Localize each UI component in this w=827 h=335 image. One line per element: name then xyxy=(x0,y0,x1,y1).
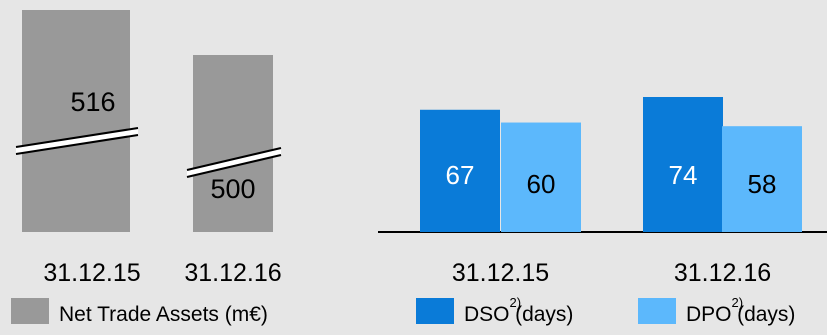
axis-break xyxy=(15,127,139,155)
axis-break-line-bottom xyxy=(15,134,139,155)
net-trade-assets-chart: 516 500 31.12.15 31.12.16 Net Trade Assets (… xyxy=(11,10,282,326)
legend-swatch-dso xyxy=(416,298,454,324)
x-tick-label: 31.12.15 xyxy=(43,259,140,287)
legend-label-dso: DSO2) (days) xyxy=(464,295,573,326)
legend-label-dpo: DPO2) (days) xyxy=(686,295,795,326)
dso-value-label: 74 xyxy=(669,160,698,190)
axis-break-line-bottom xyxy=(186,154,282,178)
x-tick-label: 31.12.16 xyxy=(184,259,281,287)
legend-swatch-dpo xyxy=(638,298,676,324)
axis-break-band xyxy=(16,128,138,154)
nta-value-label: 516 xyxy=(70,87,115,117)
x-tick-label: 31.12.15 xyxy=(452,259,549,287)
axis-break-band xyxy=(187,148,281,177)
axis-break xyxy=(186,147,282,178)
dso-value-label: 67 xyxy=(446,160,475,190)
x-tick-label: 31.12.16 xyxy=(674,259,771,287)
dpo-value-label: 58 xyxy=(748,169,777,199)
nta-value-label: 500 xyxy=(210,174,255,204)
legend-swatch-nta xyxy=(11,298,49,324)
dpo-bar xyxy=(722,126,802,232)
dso-bar xyxy=(420,109,500,232)
dso-bar xyxy=(643,97,723,232)
axis-break-line-top xyxy=(15,127,139,148)
dso-dpo-chart: 67 60 31.12.15 74 58 31.12.16 DSO2) (days) DPO2)… xyxy=(378,97,827,326)
legend-label-nta: Net Trade Assets (m€) xyxy=(59,303,268,326)
dpo-bar xyxy=(501,122,581,232)
nta-bar xyxy=(193,55,273,232)
nta-bar xyxy=(22,10,130,232)
axis-break-line-top xyxy=(186,147,282,171)
dpo-value-label: 60 xyxy=(527,169,556,199)
